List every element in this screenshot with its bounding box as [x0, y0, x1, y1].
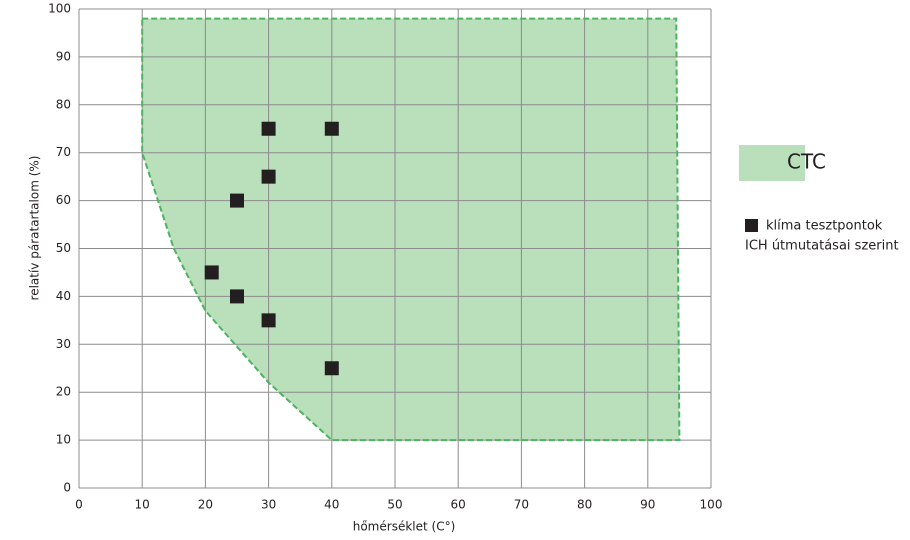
x-tick-label: 50: [387, 498, 402, 512]
marker: [324, 121, 339, 136]
x-axis-label: hőmérséklet (C°): [353, 520, 456, 534]
x-tick-label: 60: [451, 498, 466, 512]
marker: [230, 289, 244, 304]
marker: [230, 193, 244, 208]
y-tick-label: 50: [56, 241, 71, 255]
area-region: [142, 18, 680, 441]
legend-label: ICH útmutatásai szerint: [745, 239, 899, 254]
marker: [261, 313, 276, 328]
legend-swatch: [739, 145, 805, 181]
y-tick-label: 0: [63, 481, 71, 495]
area-outline: [141, 17, 681, 442]
x-tick-label: 90: [640, 498, 655, 512]
x-tick-label: 0: [75, 498, 83, 512]
x-tick-label: 10: [135, 498, 150, 512]
marker: [261, 169, 276, 184]
x-tick-label: 30: [261, 498, 276, 512]
marker: [324, 361, 339, 376]
x-tick-label: 70: [514, 498, 529, 512]
y-tick-label: 10: [56, 433, 71, 447]
x-tick-label: 100: [700, 498, 723, 512]
x-tick-label: 40: [324, 498, 339, 512]
y-tick-label: 100: [48, 2, 71, 16]
x-tick-label: 20: [198, 498, 213, 512]
y-tick-label: 60: [56, 193, 71, 207]
legend-marker: [745, 219, 758, 232]
y-tick-label: 80: [56, 97, 71, 111]
x-tick-label: 80: [577, 498, 592, 512]
y-tick-label: 30: [56, 337, 71, 351]
y-tick-label: 70: [56, 145, 71, 159]
marker: [261, 121, 276, 136]
y-tick-label: 90: [56, 49, 71, 63]
legend-label: klíma tesztpontok: [766, 219, 883, 234]
legend-label: CTC: [787, 150, 826, 174]
y-tick-label: 20: [56, 385, 71, 399]
y-axis-label: relatív páratartalom (%): [28, 156, 42, 301]
y-tick-label: 40: [56, 289, 71, 303]
marker: [204, 265, 219, 280]
